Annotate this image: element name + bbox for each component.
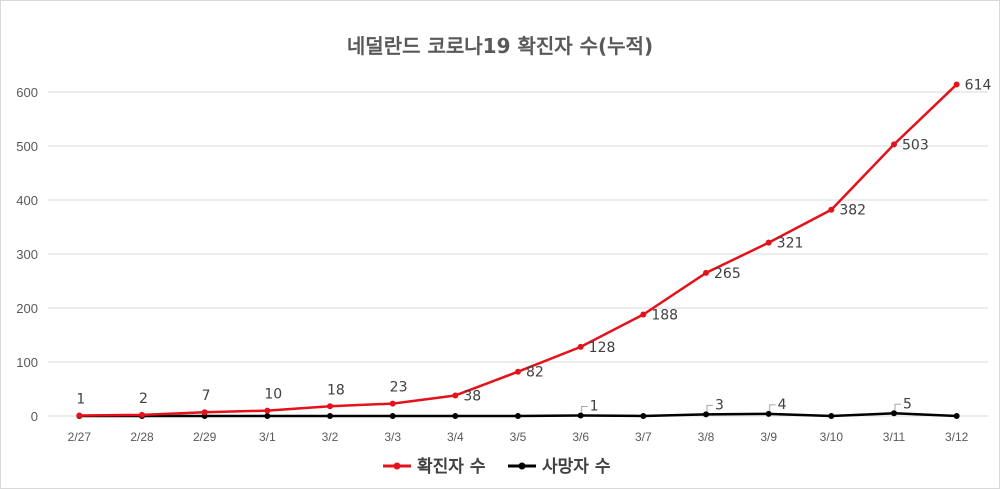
data-label: 382 xyxy=(839,203,866,219)
data-label-leader xyxy=(894,403,901,411)
legend: 확진자 수 사망자 수 xyxy=(383,457,611,477)
data-label: 1 xyxy=(76,391,85,407)
legend-item: 사망자 수 xyxy=(508,457,611,477)
data-point xyxy=(891,141,897,148)
data-label: 1 xyxy=(590,398,599,414)
series-layer: 1 2 7 10 18 23 38 82 128 188 265 321 382 503 614 1 3 4 5 xyxy=(76,77,991,419)
data-point xyxy=(264,413,271,419)
x-tick-label: 3/9 xyxy=(760,430,777,444)
data-label: 128 xyxy=(589,340,616,356)
x-tick-label: 2/28 xyxy=(130,430,154,444)
data-point xyxy=(703,269,709,276)
x-tick-label: 3/12 xyxy=(945,430,969,444)
series-confirmed xyxy=(76,81,960,419)
data-labels: 1 2 7 10 18 23 38 82 128 188 265 321 382 503 614 1 3 4 5 xyxy=(76,77,991,414)
data-point xyxy=(640,413,647,419)
data-label: 38 xyxy=(463,388,481,404)
x-tick-label: 3/7 xyxy=(635,430,652,444)
data-label-leader xyxy=(581,405,588,413)
x-tick-label: 3/3 xyxy=(384,430,401,444)
data-label: 4 xyxy=(778,397,787,413)
y-tick-label: 500 xyxy=(16,139,38,154)
data-label-leader xyxy=(769,404,776,411)
data-label: 5 xyxy=(903,396,912,412)
data-point xyxy=(327,413,333,419)
data-point xyxy=(452,392,459,399)
x-tick-label: 2/27 xyxy=(68,430,92,444)
chart-title: 네덜란드 코로나19 확진자 수(누적) xyxy=(347,34,653,58)
y-tick-label: 0 xyxy=(31,409,38,424)
data-label: 82 xyxy=(526,365,544,381)
data-point xyxy=(76,412,83,419)
data-point xyxy=(515,368,521,375)
x-tick-label: 3/6 xyxy=(572,430,589,444)
gridlines xyxy=(48,91,988,417)
y-axis: 0 100 200 300 400 500 600 xyxy=(16,85,38,424)
legend-marker xyxy=(393,462,401,470)
data-point xyxy=(452,413,459,419)
x-tick-label: 3/10 xyxy=(820,430,844,444)
data-point xyxy=(264,407,271,414)
data-point xyxy=(640,311,647,318)
data-label: 265 xyxy=(714,266,741,282)
data-point xyxy=(891,410,897,417)
data-label-leader xyxy=(706,404,713,412)
x-axis: 2/27 2/28 2/29 3/1 3/2 3/3 3/4 3/5 3/6 3/7 3/8 3/9 3… xyxy=(68,430,969,444)
data-point xyxy=(389,413,396,419)
series-line xyxy=(79,83,958,417)
data-point xyxy=(765,239,772,246)
data-label: 188 xyxy=(651,307,678,323)
legend-label: 확진자 수 xyxy=(417,457,486,477)
data-point xyxy=(389,400,396,407)
y-tick-label: 300 xyxy=(16,247,38,262)
data-point xyxy=(515,413,521,419)
x-tick-label: 2/29 xyxy=(193,430,217,444)
y-tick-label: 100 xyxy=(16,355,38,370)
x-tick-label: 3/1 xyxy=(259,430,276,444)
data-point xyxy=(577,343,584,350)
data-label: 10 xyxy=(264,387,282,403)
data-point xyxy=(953,81,960,88)
data-point xyxy=(828,413,835,419)
x-tick-label: 3/4 xyxy=(447,430,464,444)
y-tick-label: 400 xyxy=(16,193,38,208)
data-label: 18 xyxy=(327,382,345,398)
data-point xyxy=(765,410,772,417)
legend-marker xyxy=(518,462,526,470)
x-tick-label: 3/11 xyxy=(883,430,906,444)
data-point xyxy=(703,411,709,418)
x-tick-label: 3/8 xyxy=(698,430,715,444)
y-tick-label: 200 xyxy=(16,301,38,316)
data-point xyxy=(953,413,960,419)
data-point xyxy=(327,403,333,410)
data-point xyxy=(828,206,835,213)
data-label: 503 xyxy=(902,137,929,153)
x-tick-label: 3/5 xyxy=(510,430,527,444)
data-label: 3 xyxy=(715,397,724,413)
legend-label: 사망자 수 xyxy=(542,457,611,477)
data-point xyxy=(139,411,145,418)
data-point xyxy=(577,412,584,419)
data-label: 23 xyxy=(390,380,408,396)
x-tick-label: 3/2 xyxy=(322,430,339,444)
data-point xyxy=(201,409,208,416)
data-label: 614 xyxy=(965,77,992,93)
data-label: 2 xyxy=(139,391,148,407)
data-label: 321 xyxy=(777,236,804,252)
legend-item: 확진자 수 xyxy=(383,457,486,477)
y-tick-label: 600 xyxy=(16,85,38,100)
data-label: 7 xyxy=(202,388,211,404)
